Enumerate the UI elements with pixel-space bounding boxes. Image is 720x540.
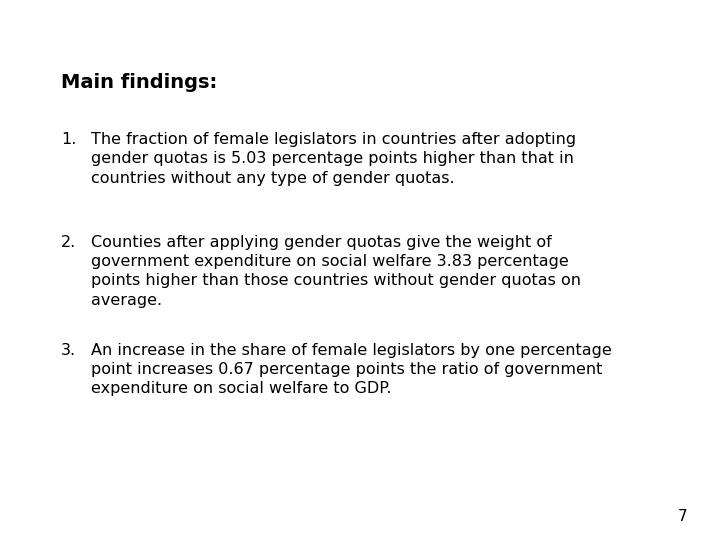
Text: Counties after applying gender quotas give the weight of
government expenditure : Counties after applying gender quotas gi… [91,235,582,307]
Text: Main findings:: Main findings: [61,73,217,92]
Text: The fraction of female legislators in countries after adopting
gender quotas is : The fraction of female legislators in co… [91,132,577,186]
Text: 1.: 1. [61,132,76,147]
Text: 7: 7 [678,509,688,524]
Text: An increase in the share of female legislators by one percentage
point increases: An increase in the share of female legis… [91,343,612,396]
Text: 3.: 3. [61,343,76,358]
Text: 2.: 2. [61,235,76,250]
